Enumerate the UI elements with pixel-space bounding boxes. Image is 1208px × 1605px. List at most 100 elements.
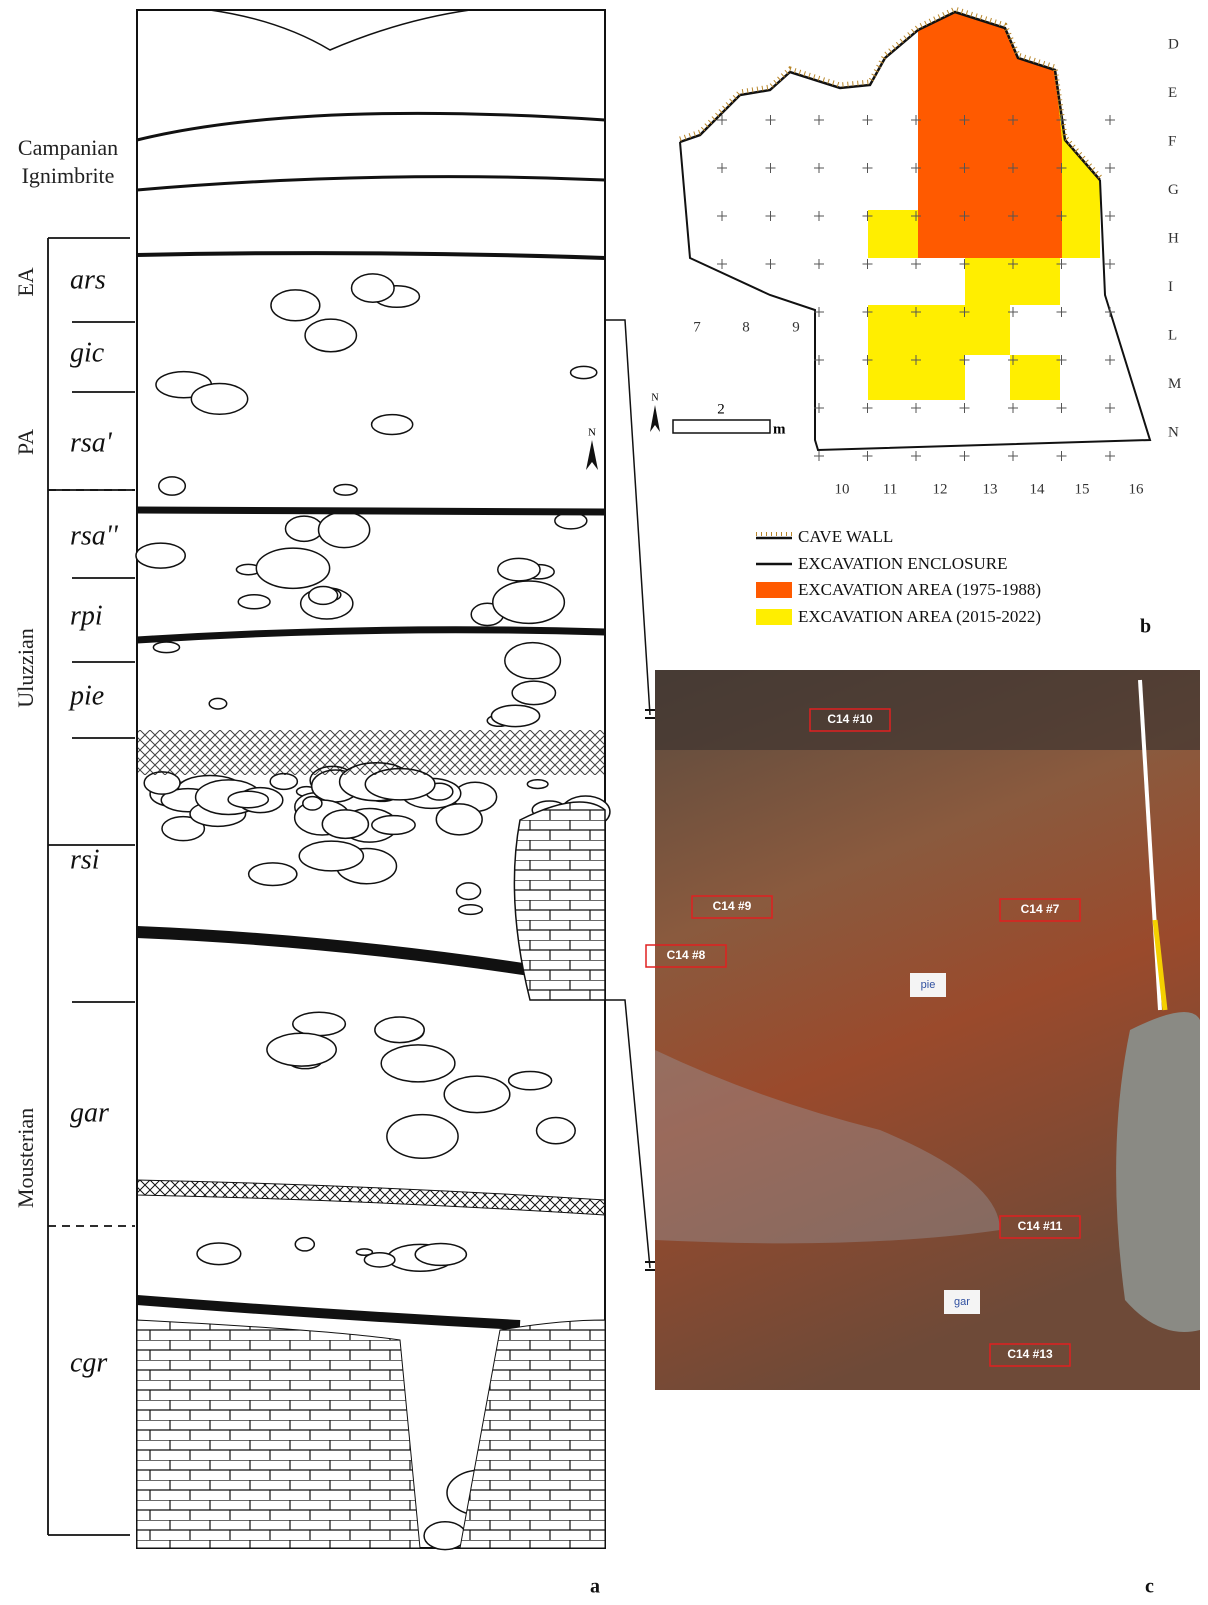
- column-label: 7: [693, 319, 701, 335]
- clast: [191, 384, 247, 415]
- culture-label: EA: [13, 267, 38, 296]
- section-photo: C14 #10C14 #9C14 #7C14 #8C14 #11C14 #13p…: [646, 670, 1200, 1598]
- clast: [381, 1045, 455, 1082]
- layer-label: rsa'': [70, 520, 119, 551]
- grid-cross: [1105, 403, 1115, 413]
- row-label: F: [1168, 133, 1176, 149]
- tag-label: pie: [921, 979, 936, 991]
- clast: [493, 581, 565, 623]
- clast: [352, 274, 395, 302]
- grid-cross: [863, 163, 873, 173]
- column-label: 14: [1030, 481, 1046, 497]
- layer-label: rpi: [70, 600, 103, 631]
- scale-label: 2: [717, 401, 725, 417]
- panel-label: c: [1145, 1576, 1154, 1598]
- clast: [334, 485, 357, 496]
- column-label: 11: [883, 481, 897, 497]
- row-label: D: [1168, 36, 1179, 52]
- clast: [319, 512, 370, 548]
- clast: [498, 558, 540, 581]
- column-label: 15: [1075, 481, 1090, 497]
- sample-label: C14 #9: [713, 899, 752, 913]
- sample-label: C14 #11: [1018, 1219, 1063, 1233]
- grid-cross: [717, 259, 727, 269]
- clast: [136, 543, 185, 568]
- bedrock: [514, 802, 605, 1000]
- grid-cross: [1057, 403, 1067, 413]
- clast: [303, 797, 322, 810]
- boulder: [1116, 1012, 1200, 1332]
- clast: [271, 290, 320, 321]
- grid-cross: [766, 163, 776, 173]
- layer-label: rsi: [70, 844, 100, 875]
- clast: [238, 595, 270, 609]
- tag-label: gar: [954, 1296, 970, 1308]
- layer-label: ars: [70, 264, 106, 295]
- clast: [228, 791, 268, 808]
- clast: [505, 643, 561, 679]
- grid-cross: [717, 163, 727, 173]
- clast: [159, 477, 186, 495]
- clast: [459, 905, 483, 915]
- bedrock: [137, 1320, 420, 1548]
- clast: [375, 1017, 424, 1043]
- clast: [491, 705, 539, 726]
- grid-cross: [1105, 451, 1115, 461]
- clast: [457, 883, 481, 900]
- clast: [322, 810, 368, 838]
- clast: [444, 1076, 510, 1113]
- clast: [309, 586, 338, 604]
- north-label: N: [588, 427, 596, 439]
- clast: [249, 863, 297, 886]
- column-label: 9: [792, 319, 800, 335]
- grid-cross: [814, 115, 824, 125]
- legend-label: EXCAVATION ENCLOSURE: [798, 554, 1008, 573]
- excavation-plan: DEFGHILMN 78910111213141516 N 2 m CAVE W…: [650, 9, 1181, 638]
- photo-shadow: [655, 670, 1200, 750]
- dense-layer: [137, 730, 605, 775]
- layer-label: pie: [68, 680, 104, 711]
- layer-label: rsa': [70, 427, 113, 458]
- grid-cross: [1105, 211, 1115, 221]
- legend-label: CAVE WALL: [798, 527, 893, 546]
- grid-cross: [911, 403, 921, 413]
- clast: [436, 804, 482, 835]
- row-label: M: [1168, 376, 1181, 392]
- row-label: L: [1168, 327, 1177, 343]
- grid-cross: [1105, 115, 1115, 125]
- clast: [197, 1243, 241, 1265]
- grid-cross: [1105, 355, 1115, 365]
- clast: [299, 841, 363, 871]
- clast: [356, 1249, 372, 1255]
- clast: [256, 548, 329, 588]
- clast: [372, 415, 413, 435]
- clast: [424, 1522, 466, 1550]
- column-label: 16: [1129, 481, 1145, 497]
- grid-cross: [1008, 451, 1018, 461]
- grid-cross: [863, 451, 873, 461]
- clast: [270, 774, 297, 790]
- legend-label: EXCAVATION AREA (2015-2022): [798, 607, 1041, 626]
- column-label: 8: [742, 319, 750, 335]
- clast: [512, 681, 555, 704]
- boundary: [137, 510, 605, 512]
- stratigraphic-section: [136, 10, 610, 1550]
- sample-label: C14 #13: [1007, 1347, 1053, 1361]
- clast: [372, 816, 415, 835]
- grid-cross: [863, 115, 873, 125]
- scale-bar: [673, 420, 770, 433]
- culture-label: Mousterian: [13, 1108, 38, 1208]
- grid-cross: [1105, 259, 1115, 269]
- row-label: E: [1168, 85, 1177, 101]
- row-label: G: [1168, 182, 1179, 198]
- row-label: N: [1168, 424, 1179, 440]
- grid-cross: [814, 163, 824, 173]
- clast: [509, 1071, 552, 1089]
- sample-label: C14 #10: [827, 712, 873, 726]
- north-arrow: [650, 405, 660, 432]
- column-label: 13: [983, 481, 998, 497]
- layer-label: gic: [70, 337, 105, 368]
- column-label: 12: [933, 481, 948, 497]
- clast: [305, 319, 356, 352]
